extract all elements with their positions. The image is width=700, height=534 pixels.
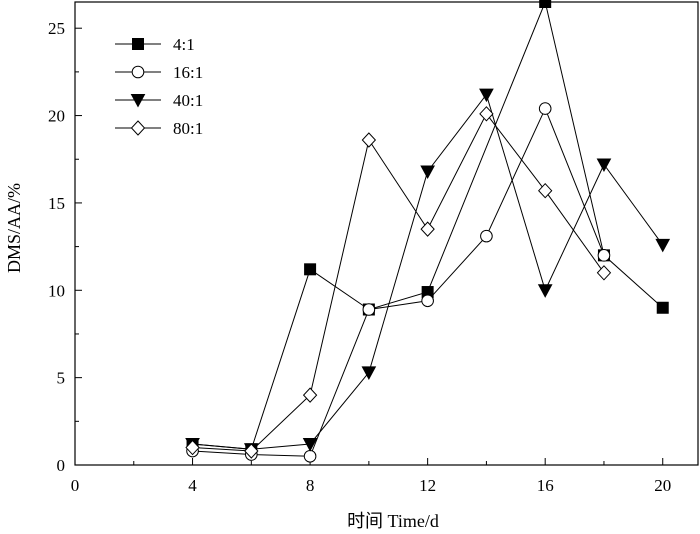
data-point	[361, 366, 377, 380]
series-line	[192, 112, 605, 452]
series-line	[192, 0, 664, 450]
legend-marker	[130, 94, 146, 108]
legend-item: 40:1	[115, 91, 203, 110]
data-point	[420, 221, 435, 237]
series-layer	[185, 0, 671, 463]
plot-frame	[74, 1, 699, 466]
legend-label: 80:1	[173, 119, 203, 138]
y-tick-label: 0	[57, 456, 66, 475]
legend-item: 16:1	[115, 63, 203, 82]
data-point	[302, 387, 318, 403]
data-point	[244, 443, 259, 459]
data-point	[185, 439, 200, 456]
data-point	[361, 132, 377, 148]
x-tick-label: 8	[306, 476, 315, 495]
data-point	[479, 106, 494, 122]
x-tick-label: 0	[71, 476, 80, 495]
legend: 4:1 16:1 40:1 80:1	[115, 35, 203, 138]
x-tick-label: 16	[537, 476, 554, 495]
data-point	[421, 294, 434, 308]
data-point	[538, 102, 552, 115]
data-point	[420, 165, 435, 180]
data-point	[539, 0, 552, 8]
data-point	[596, 158, 612, 173]
x-tick-label: 12	[419, 476, 436, 495]
legend-marker	[132, 38, 144, 50]
y-tick-label: 20	[48, 107, 65, 126]
data-point	[596, 265, 612, 281]
series-4	[185, 106, 612, 459]
y-tick-label: 15	[48, 194, 65, 213]
data-point	[537, 284, 553, 298]
x-tick-label: 4	[188, 476, 197, 495]
legend-item: 80:1	[115, 119, 203, 138]
series-3	[185, 88, 671, 457]
y-tick-label: 5	[57, 369, 66, 388]
data-point	[597, 249, 611, 262]
data-point	[303, 449, 317, 463]
legend-label: 16:1	[173, 63, 203, 82]
legend-marker	[130, 120, 146, 136]
data-point	[479, 88, 494, 103]
legend-label: 4:1	[173, 35, 195, 54]
series-line	[192, 107, 605, 457]
y-tick-label: 10	[48, 281, 65, 300]
series-2	[186, 102, 611, 463]
axes	[74, 1, 699, 466]
x-axis-label: 时间 Time/d	[347, 511, 439, 531]
legend-item: 4:1	[115, 35, 195, 54]
series-line	[192, 93, 664, 450]
data-point	[304, 263, 317, 276]
y-axis-label: DMS/AA/%	[4, 183, 24, 273]
data-point	[362, 303, 376, 316]
data-point	[655, 238, 671, 253]
data-point	[302, 438, 318, 452]
legend-label: 40:1	[173, 91, 203, 110]
y-tick-label: 25	[48, 19, 65, 38]
data-point	[656, 301, 669, 314]
data-point	[538, 182, 553, 199]
x-tick-label: 20	[654, 476, 671, 495]
ticks: 0 4 8 12 16 20 0 5 10 15 20 25	[48, 19, 671, 495]
legend-marker	[131, 65, 145, 79]
data-point	[480, 229, 493, 243]
